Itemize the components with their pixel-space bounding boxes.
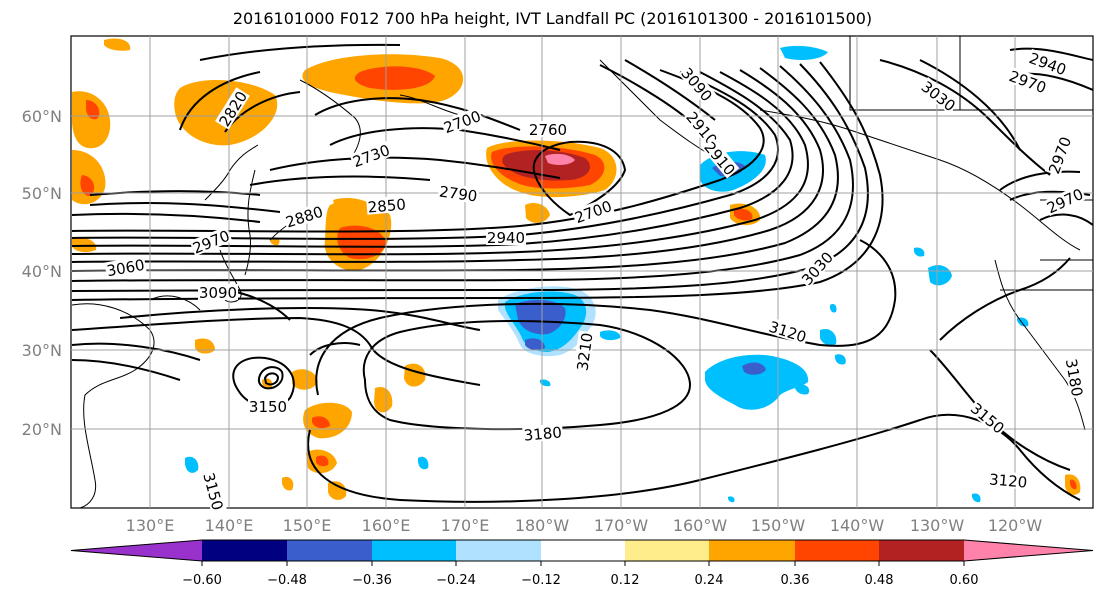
colorbar-segment (456, 540, 541, 561)
contour-label: 2940 (487, 229, 525, 247)
longitude-label: 120°W (988, 516, 1043, 535)
contour-label: 2850 (367, 195, 407, 216)
contour-label: 3180 (1062, 357, 1086, 398)
colorbar: −0.60 −0.48 −0.36 −0.24 −0.12 0.12 0.24 0.36 0.4… (70, 539, 1094, 588)
contour-label: 2970 (1045, 134, 1075, 176)
longitude-label: 150°W (751, 516, 806, 535)
latitude-label: 30°N (22, 341, 62, 360)
longitude-label: 160°W (673, 516, 728, 535)
colorbar-segment (541, 540, 625, 561)
colorbar-segment (709, 540, 795, 561)
colorbar-segment (372, 540, 456, 561)
longitude-label: 140°E (205, 516, 254, 535)
colorbar-tick-label: −0.36 (352, 573, 392, 588)
colorbar-segment (795, 540, 879, 561)
colorbar-tick-label: 0.12 (611, 573, 640, 588)
latitude-label: 40°N (22, 262, 62, 281)
colorbar-tick-label: 0.36 (781, 573, 810, 588)
contour-label: 3210 (573, 332, 596, 372)
graticule (71, 36, 1093, 508)
colorbar-tick-label: −0.60 (182, 573, 222, 588)
colorbar-segment (879, 540, 964, 561)
colorbar-tick-label: 0.48 (865, 573, 894, 588)
longitude-axis: 130°E 140°E 150°E 160°E 170°E 180°W 170°W 160°W… (126, 516, 1043, 535)
coastlines (71, 36, 1093, 508)
contour-label: 2880 (283, 203, 325, 232)
contour-label: 3060 (105, 256, 146, 280)
contour-label: 3180 (523, 423, 563, 444)
height-contours (71, 43, 1093, 503)
contour-label: 2970 (1044, 185, 1086, 217)
contour-label: 3090 (199, 284, 237, 302)
colorbar-tick-label: 0.60 (950, 573, 979, 588)
contour-label: 2790 (438, 182, 478, 205)
colorbar-segment (202, 540, 287, 561)
longitude-label: 160°E (362, 516, 411, 535)
colorbar-tick-label: 0.24 (695, 573, 724, 588)
colorbar-tick-label: −0.24 (436, 573, 476, 588)
colorbar-segment (287, 540, 372, 561)
longitude-label: 180°W (515, 516, 570, 535)
longitude-label: 150°E (283, 516, 332, 535)
longitude-label: 170°E (441, 516, 490, 535)
longitude-label: 130°E (126, 516, 175, 535)
colorbar-tick-label: −0.48 (267, 573, 307, 588)
colorbar-segment (71, 540, 202, 561)
map-title: 2016101000 F012 700 hPa height, IVT Land… (232, 9, 873, 28)
contour-label: 3150 (249, 398, 287, 416)
colorbar-tick-label: −0.12 (521, 573, 561, 588)
longitude-label: 130°W (910, 516, 965, 535)
colorbar-segment (625, 540, 709, 561)
latitude-label: 60°N (22, 107, 62, 126)
latitude-label: 20°N (22, 420, 62, 439)
map-frame (70, 35, 1094, 509)
contour-label: 3120 (767, 318, 809, 347)
latitude-label: 50°N (22, 184, 62, 203)
colorbar-segment (964, 540, 1093, 561)
longitude-label: 140°W (830, 516, 885, 535)
longitude-label: 170°W (594, 516, 649, 535)
contour-label: 3150 (199, 471, 226, 513)
contour-label: 2760 (529, 121, 567, 139)
latitude-axis: 60°N 50°N 40°N 30°N 20°N (22, 107, 62, 439)
contour-label: 3120 (988, 470, 1028, 491)
